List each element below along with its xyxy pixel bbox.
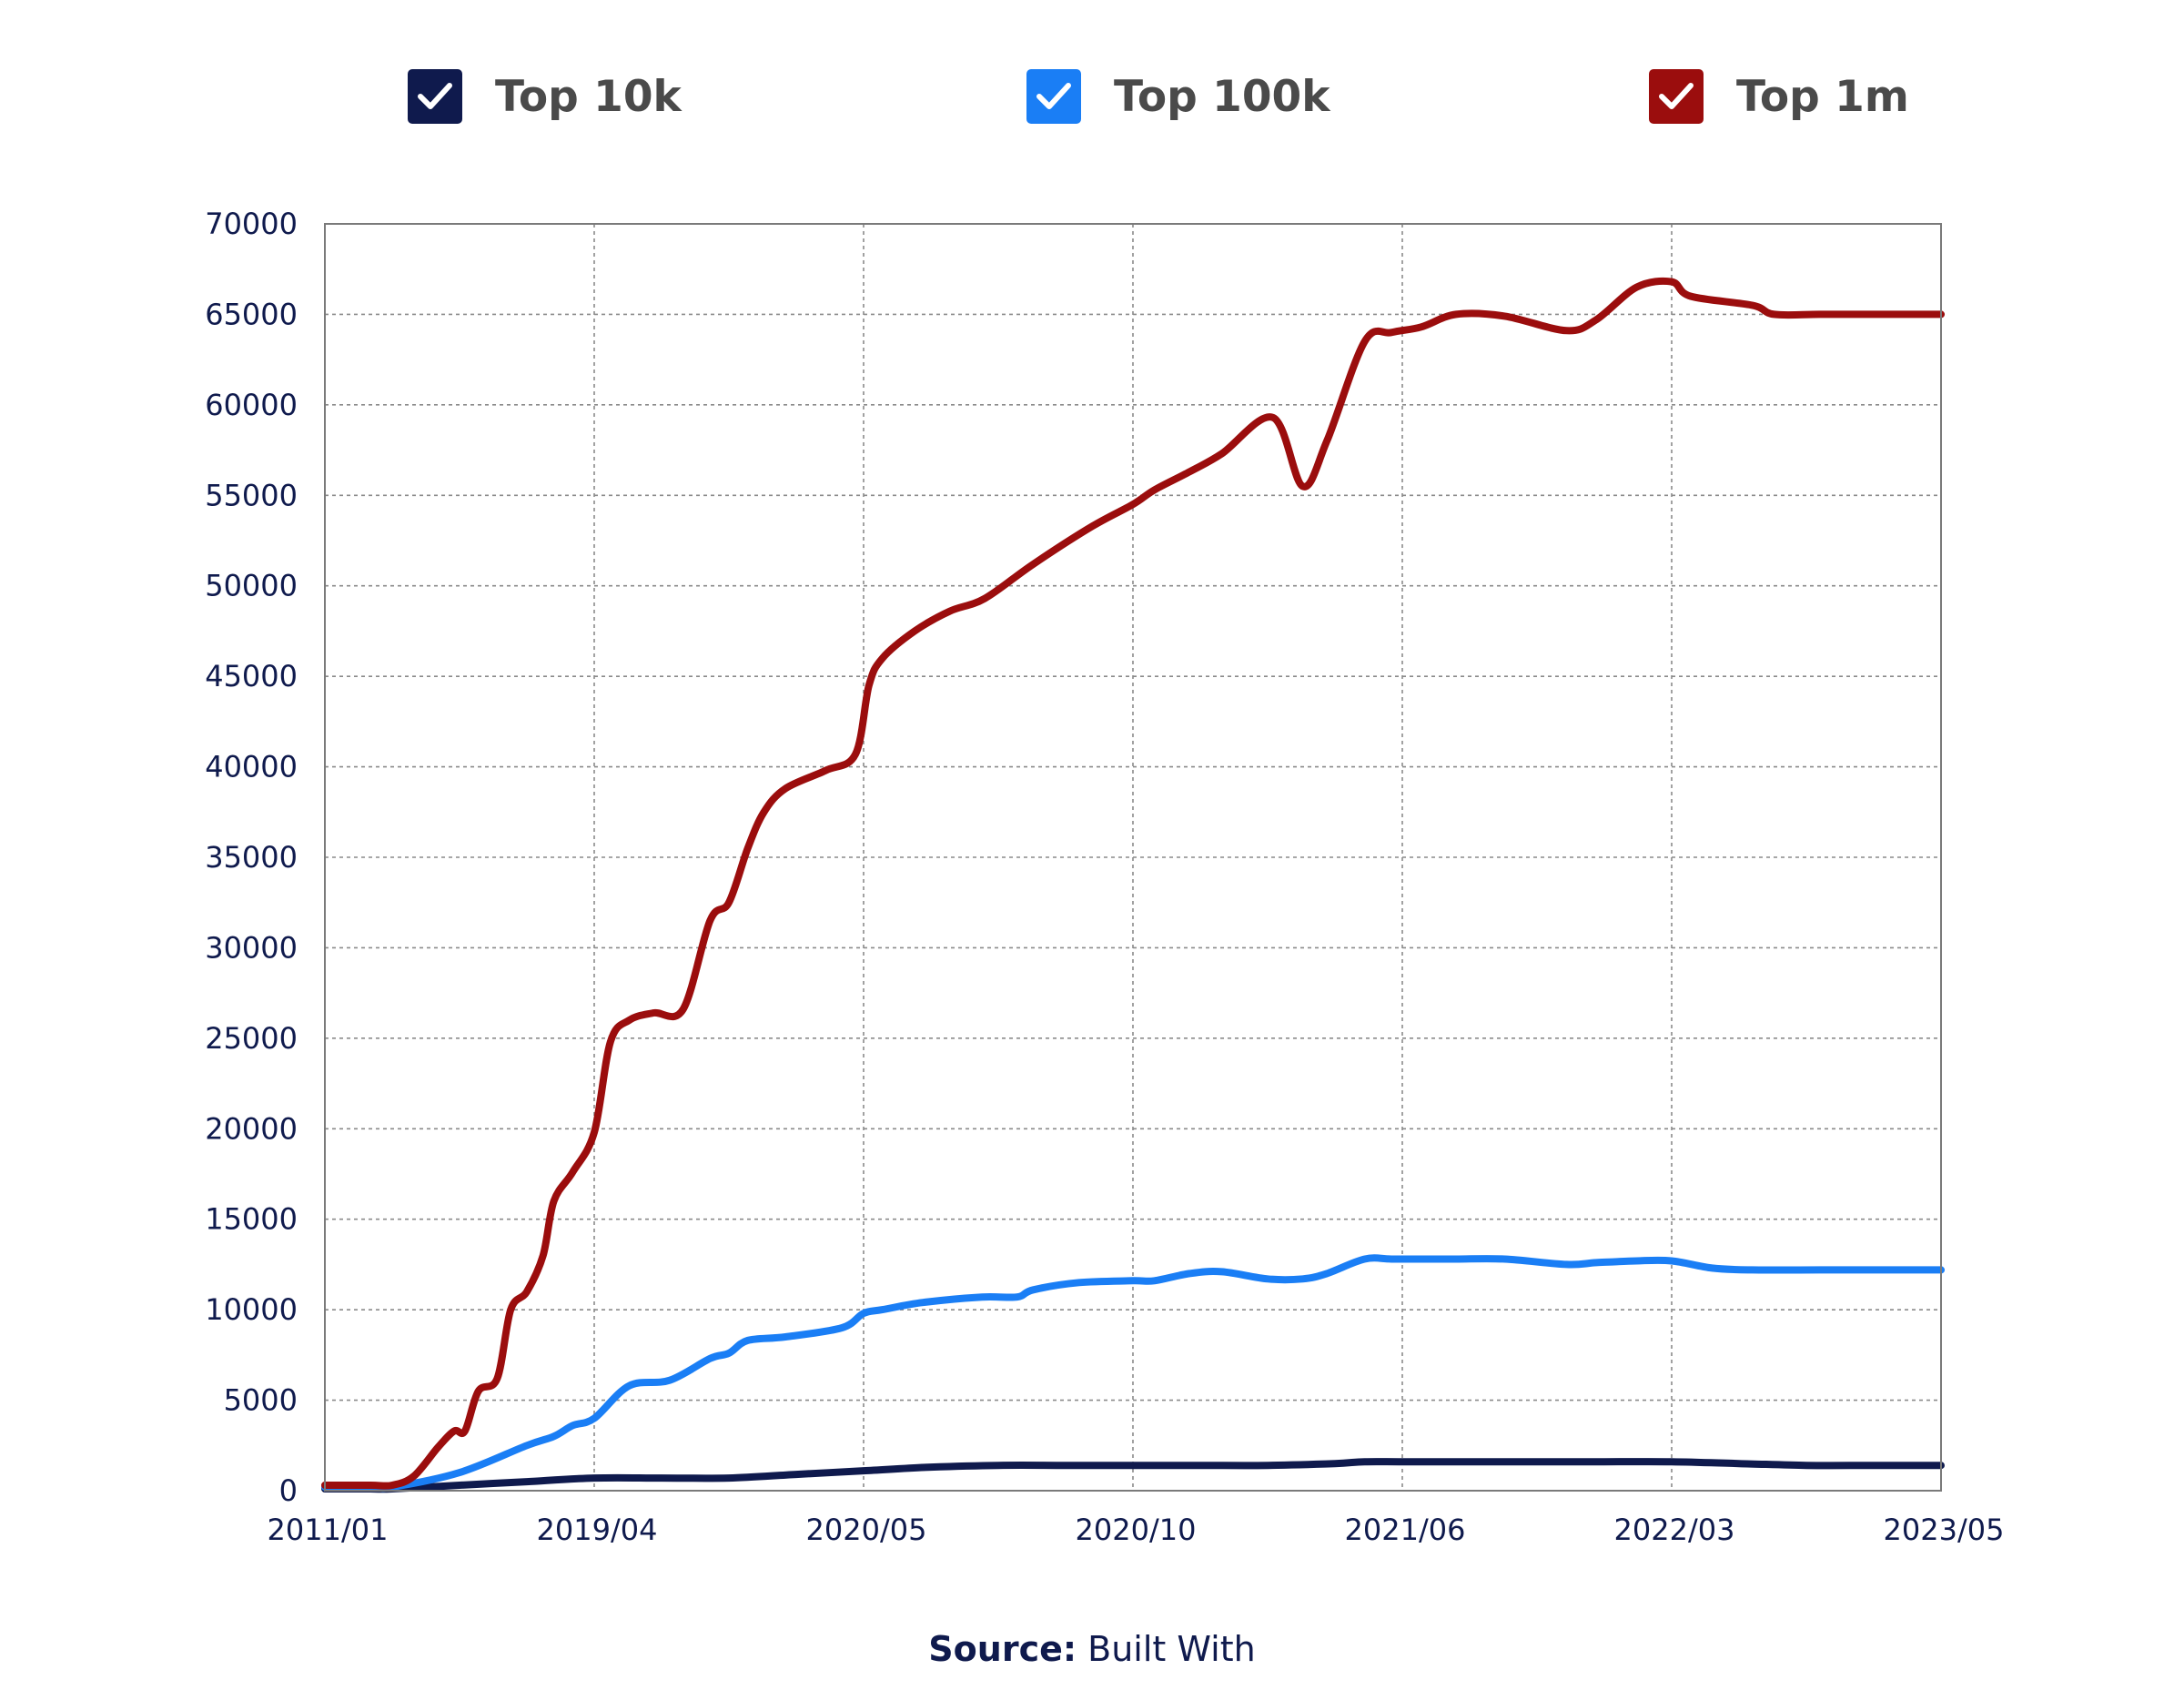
y-tick-label: 20000 bbox=[205, 1111, 298, 1146]
x-tick-label: 2020/10 bbox=[1076, 1513, 1197, 1547]
y-tick-label: 50000 bbox=[205, 569, 298, 603]
y-tick-label: 60000 bbox=[205, 388, 298, 422]
x-tick-label: 2019/04 bbox=[537, 1513, 658, 1547]
x-axis-ticks: 2011/01 2019/04 2020/05 2020/10 2021/06 2022/… bbox=[268, 1513, 2005, 1547]
x-tick-label: 2023/05 bbox=[1884, 1513, 2005, 1547]
series-line-top-100k bbox=[321, 1254, 1946, 1493]
legend-label-top-1m: Top 1m bbox=[1736, 71, 1909, 122]
legend-label-top-10k: Top 10k bbox=[495, 71, 682, 122]
source-label: Source: bbox=[928, 1629, 1077, 1669]
legend-item-top-10k[interactable]: Top 10k bbox=[408, 67, 682, 126]
x-tick-label: 2021/06 bbox=[1345, 1513, 1466, 1547]
checkbox-checked-icon[interactable] bbox=[408, 69, 462, 124]
y-tick-label: 30000 bbox=[205, 930, 298, 965]
y-tick-label: 70000 bbox=[205, 207, 298, 241]
legend-label-top-100k: Top 100k bbox=[1114, 71, 1330, 122]
y-tick-label: 35000 bbox=[205, 840, 298, 875]
plot-area-frame bbox=[324, 223, 1942, 1492]
source-caption: Source: Built With bbox=[0, 1629, 2184, 1669]
y-tick-label: 45000 bbox=[205, 659, 298, 693]
legend: Top 10k Top 100k Top 1m bbox=[0, 67, 2184, 126]
y-tick-label: 25000 bbox=[205, 1021, 298, 1056]
source-value: Built With bbox=[1087, 1629, 1256, 1669]
y-tick-label: 15000 bbox=[205, 1202, 298, 1237]
y-tick-label: 0 bbox=[279, 1473, 298, 1508]
y-tick-label: 65000 bbox=[205, 297, 298, 331]
grid-lines bbox=[325, 224, 1941, 1491]
checkbox-checked-icon[interactable] bbox=[1649, 69, 1704, 124]
y-tick-label: 40000 bbox=[205, 750, 298, 784]
y-axis-ticks: 0 5000 10000 15000 20000 25000 30000 35000 40000… bbox=[205, 207, 298, 1508]
x-tick-label: 2022/03 bbox=[1614, 1513, 1735, 1547]
y-tick-label: 55000 bbox=[205, 478, 298, 512]
series-line-top-10k bbox=[321, 1458, 1945, 1493]
series-lines bbox=[321, 277, 1946, 1493]
y-tick-label: 5000 bbox=[224, 1383, 298, 1418]
series-line-top-1m bbox=[321, 277, 1946, 1490]
x-tick-label: 2011/01 bbox=[268, 1513, 389, 1547]
legend-item-top-1m[interactable]: Top 1m bbox=[1649, 67, 1909, 126]
x-tick-label: 2020/05 bbox=[806, 1513, 927, 1547]
legend-item-top-100k[interactable]: Top 100k bbox=[1026, 67, 1330, 126]
y-tick-label: 10000 bbox=[205, 1292, 298, 1327]
checkbox-checked-icon[interactable] bbox=[1026, 69, 1081, 124]
